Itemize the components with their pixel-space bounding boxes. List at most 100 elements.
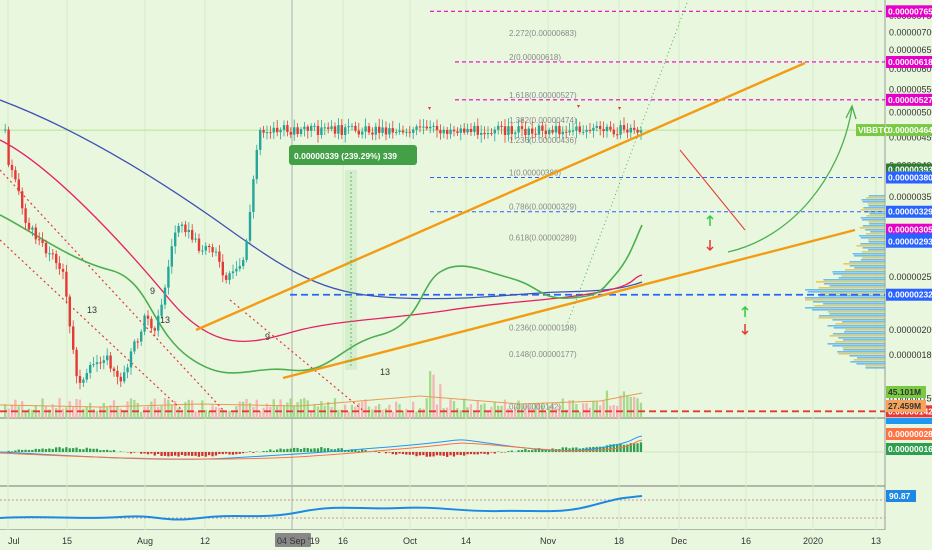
candle-body <box>459 128 462 133</box>
macd-histogram-bar <box>187 452 190 456</box>
macd-histogram-bar <box>208 452 211 456</box>
candle-body <box>636 129 639 133</box>
fib-level-label: 1.618(0.00000527) <box>509 91 577 100</box>
volume-profile-bar <box>862 219 885 221</box>
volume-bar <box>350 404 354 418</box>
price-level-badge-label: 0.00000393 <box>888 165 932 175</box>
volume-profile-bar <box>865 211 885 213</box>
volume-profile-bar <box>823 283 885 285</box>
macd-histogram-bar <box>595 446 598 452</box>
descending-channel-bottom <box>0 239 183 411</box>
macd-histogram-bar <box>391 452 394 455</box>
candle-body <box>225 275 228 280</box>
macd-histogram-bar <box>68 448 71 452</box>
volume-profile-bar <box>863 207 885 209</box>
candle-body <box>48 253 51 255</box>
volume-profile-bar <box>845 269 885 271</box>
volume-bar <box>639 402 643 418</box>
y-tick-label: 0.00000550 <box>889 85 932 95</box>
volume-profile-bar <box>860 237 885 239</box>
volume-bar <box>157 406 160 418</box>
candle-body <box>340 125 343 135</box>
volume-bar <box>568 400 571 418</box>
volume-bar <box>578 411 581 418</box>
candle-body <box>157 315 160 331</box>
candle-body <box>466 128 469 133</box>
y-tick-label: 0.00000500 <box>889 107 932 117</box>
macd-histogram-bar <box>238 452 241 454</box>
candle-body <box>510 126 513 134</box>
macd-histogram-bar <box>72 448 75 452</box>
price-level-badge-label: 0.00000329 <box>888 207 932 217</box>
candle-body <box>136 341 139 343</box>
volume-profile-bar <box>811 309 885 311</box>
candle-body <box>568 130 571 133</box>
volume-profile-bar <box>860 259 885 261</box>
candle-body <box>242 259 245 267</box>
volume-profile-bar <box>818 317 885 319</box>
macd-histogram-bar <box>537 448 541 452</box>
candle-body <box>633 127 636 130</box>
volume-bar <box>191 400 194 418</box>
fib-level-label: 2.272(0.00000683) <box>509 29 577 38</box>
volume-bar <box>228 410 231 418</box>
macd-histogram-bar <box>160 452 163 456</box>
volume-bar <box>140 411 143 418</box>
volume-bar <box>466 407 469 418</box>
candle-body <box>456 131 459 133</box>
volume-profile-bar <box>827 343 885 345</box>
volume-bar <box>544 411 547 418</box>
candle-body <box>313 125 316 127</box>
macd-histogram-bar <box>490 452 493 453</box>
volume-bar <box>146 406 150 418</box>
macd-histogram-bar <box>398 452 401 454</box>
price-level-badge <box>886 5 932 18</box>
candle-body <box>10 164 14 171</box>
volume-bar <box>269 406 272 418</box>
macd-histogram-bar <box>313 448 316 452</box>
volume-profile-bar <box>820 293 885 295</box>
crosshair-date-label: 04 Sep '19 <box>277 536 320 546</box>
macd-histogram-bar <box>75 447 78 452</box>
candle-body <box>544 130 547 135</box>
macd-histogram-bar <box>418 452 422 456</box>
macd-histogram-bar <box>82 449 85 452</box>
candle-body <box>626 129 629 133</box>
macd-histogram-bar <box>534 449 537 452</box>
macd-histogram-bar <box>296 447 299 452</box>
candle-body <box>347 126 350 128</box>
candle-body <box>191 229 194 240</box>
macd-histogram-bar <box>629 443 632 452</box>
volume-bar <box>208 411 211 418</box>
macd-histogram-bar <box>167 452 170 457</box>
volume-bar <box>588 407 592 418</box>
candle-body <box>446 129 449 135</box>
candle-body <box>201 250 204 252</box>
y-tick-label: 0.00000250 <box>889 272 932 282</box>
projection-dotted-line <box>564 0 689 331</box>
candle-body <box>14 170 17 180</box>
candle-body <box>89 365 92 374</box>
volume-profile-bar <box>854 267 885 269</box>
fib-level-label: 0.786(0.00000329) <box>509 203 577 212</box>
candle-body <box>350 125 354 127</box>
volume-profile-bar <box>868 221 885 223</box>
volume-profile-bar <box>865 367 885 369</box>
macd-histogram-bar <box>27 449 31 452</box>
volume-profile-bar <box>805 289 885 291</box>
candle-body <box>609 126 612 130</box>
volume-bar <box>612 405 615 418</box>
candle-body <box>412 129 415 133</box>
macd-histogram-bar <box>299 448 303 452</box>
candle-body <box>374 126 377 135</box>
candle-body <box>180 224 184 226</box>
macd-histogram-bar <box>364 450 367 452</box>
candle-body <box>463 128 466 133</box>
price-level-badge-label: 0.00000618 <box>888 57 932 67</box>
volume-profile-bar <box>832 273 885 275</box>
volume-bar <box>272 399 275 418</box>
candle-body <box>55 253 58 264</box>
candle-body <box>432 125 435 127</box>
